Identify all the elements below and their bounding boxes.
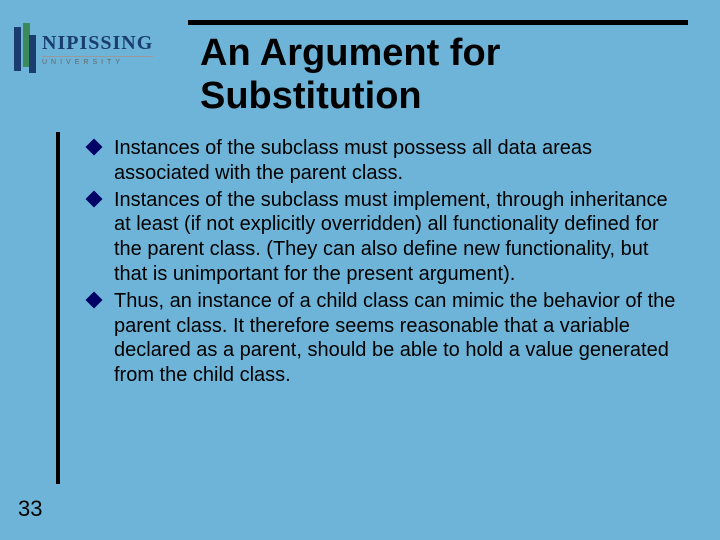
bullet-text: Instances of the subclass must possess a… xyxy=(114,136,686,186)
list-item: Instances of the subclass must implement… xyxy=(86,188,686,287)
diamond-bullet-icon xyxy=(86,289,114,306)
logo-mark-icon xyxy=(14,23,36,75)
list-item: Instances of the subclass must possess a… xyxy=(86,136,686,186)
side-vertical-rule xyxy=(56,132,60,484)
page-number: 33 xyxy=(18,496,42,522)
logo-name: NIPISSING xyxy=(42,32,153,55)
bullet-text: Thus, an instance of a child class can m… xyxy=(114,289,686,388)
bullet-text: Instances of the subclass must implement… xyxy=(114,188,686,287)
university-logo: NIPISSING UNIVERSITY xyxy=(14,20,180,78)
list-item: Thus, an instance of a child class can m… xyxy=(86,289,686,388)
slide-title: An Argument for Substitution xyxy=(200,32,720,117)
top-horizontal-rule xyxy=(188,20,688,25)
logo-subname: UNIVERSITY xyxy=(42,56,153,66)
bullet-list: Instances of the subclass must possess a… xyxy=(86,136,686,390)
diamond-bullet-icon xyxy=(86,188,114,205)
diamond-bullet-icon xyxy=(86,136,114,153)
